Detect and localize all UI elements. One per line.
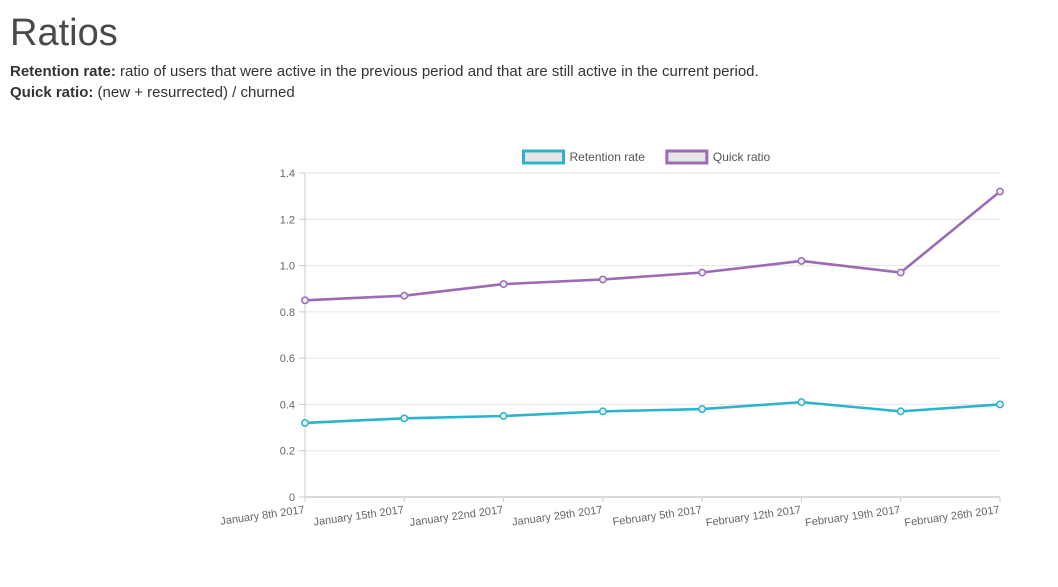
y-tick-label: 1.4 bbox=[280, 168, 295, 180]
page-title: Ratios bbox=[10, 12, 118, 54]
y-tick-label: 1.2 bbox=[280, 214, 295, 226]
definition-term: Retention rate: bbox=[10, 63, 116, 80]
y-tick-label: 0.6 bbox=[280, 353, 295, 365]
legend-item[interactable]: Retention rate bbox=[522, 149, 646, 165]
y-tick-label: 1.0 bbox=[280, 261, 295, 273]
x-tick-label: January 15th 2017 bbox=[313, 504, 405, 529]
data-point bbox=[499, 280, 508, 289]
definition-term: Quick ratio: bbox=[10, 84, 94, 101]
definition-text: (new + resurrected) / churned bbox=[97, 84, 295, 101]
legend-label: Retention rate bbox=[570, 150, 646, 164]
y-tick-label: 0.2 bbox=[280, 446, 295, 458]
definitions: Retention rate: ratio of users that were… bbox=[10, 61, 759, 103]
data-point bbox=[996, 400, 1004, 409]
retention-rate-definition: Retention rate: ratio of users that were… bbox=[10, 61, 759, 82]
x-tick-label: January 29th 2017 bbox=[511, 504, 603, 529]
definition-text: ratio of users that were active in the p… bbox=[120, 63, 759, 80]
series-line bbox=[303, 190, 1002, 302]
data-point bbox=[996, 187, 1004, 196]
data-point bbox=[797, 256, 806, 265]
y-tick-label: 0.4 bbox=[280, 399, 295, 411]
series bbox=[301, 187, 1004, 427]
data-point bbox=[797, 398, 806, 407]
legend-swatch bbox=[665, 149, 709, 165]
x-tick-label: January 22nd 2017 bbox=[409, 504, 504, 529]
series-line bbox=[303, 400, 1002, 425]
data-point bbox=[698, 405, 707, 414]
axes: 0 0.2 0.4 0.6 0.8 1.0 1.2 1.4 January 8th 2017 Ja… bbox=[220, 168, 1001, 529]
grid-lines bbox=[305, 172, 1000, 498]
data-point bbox=[400, 414, 409, 423]
data-point bbox=[499, 412, 508, 420]
data-point bbox=[698, 268, 707, 277]
legend-item[interactable]: Quick ratio bbox=[665, 149, 771, 165]
data-point bbox=[598, 407, 607, 416]
y-tick-label: 0 bbox=[289, 492, 295, 504]
data-point bbox=[301, 418, 309, 427]
data-point bbox=[400, 291, 409, 300]
data-point bbox=[896, 407, 905, 416]
legend[interactable]: Retention rate Quick ratio bbox=[522, 149, 771, 165]
data-point bbox=[301, 296, 309, 305]
data-point bbox=[896, 268, 905, 277]
x-tick-label: February 12th 2017 bbox=[705, 504, 802, 529]
y-tick-label: 0.8 bbox=[280, 307, 295, 319]
x-tick-label: February 5th 2017 bbox=[612, 504, 703, 528]
data-point bbox=[598, 275, 607, 284]
legend-label: Quick ratio bbox=[713, 150, 771, 164]
x-tick-label: February 26th 2017 bbox=[904, 504, 1001, 529]
legend-swatch bbox=[522, 149, 565, 165]
x-tick-label: January 8th 2017 bbox=[220, 504, 306, 528]
quick-ratio-definition: Quick ratio: (new + resurrected) / churn… bbox=[10, 82, 759, 103]
x-tick-label: February 19th 2017 bbox=[804, 504, 901, 529]
